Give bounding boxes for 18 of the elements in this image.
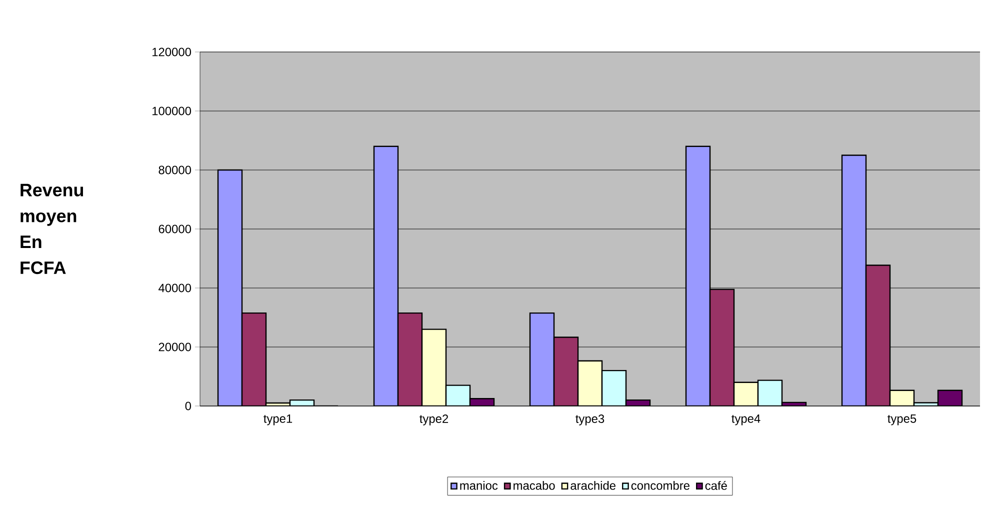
legend-label: café	[705, 480, 727, 490]
legend-label: manioc	[460, 481, 498, 490]
y-tick-label: 40000	[158, 284, 192, 292]
y-tick-label: 20000	[158, 342, 192, 352]
y-tick-label: 100000	[152, 106, 192, 116]
x-tick-label: type2	[420, 414, 448, 426]
legend-label: macabo	[514, 481, 555, 490]
x-tick-label: type1	[264, 414, 292, 426]
x-tick-label: type3	[576, 414, 604, 426]
x-tick-label: type4	[732, 414, 760, 426]
legend-label: concombre	[631, 481, 690, 490]
y-tick-label: 80000	[158, 166, 192, 174]
y-tick-label: 120000	[152, 48, 192, 56]
y-axis-title: Revenu moyen En FCFA	[20, 184, 84, 274]
legend-label: arachide	[570, 481, 616, 490]
y-tick-label: 60000	[158, 224, 192, 234]
y-tick-label: 0	[185, 402, 192, 410]
x-tick-label: type5	[888, 414, 916, 426]
